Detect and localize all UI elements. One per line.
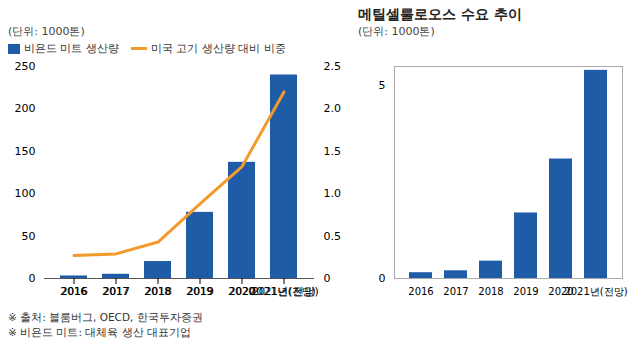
- svg-text:0: 0: [379, 272, 386, 285]
- svg-text:2016: 2016: [408, 286, 433, 297]
- svg-text:2021년(전망): 2021년(전망): [249, 285, 319, 298]
- svg-text:50: 50: [22, 230, 36, 243]
- html-text:미국 고기 생산량 대비 비중: 미국 고기 생산량 대비 비중: [151, 41, 286, 55]
- svg-text:2019: 2019: [513, 286, 538, 297]
- svg-text:2021년(전망): 2021년(전망): [564, 286, 627, 297]
- html-text:(단위: 1000톤): (단위: 1000톤): [358, 25, 435, 38]
- html-text:(단위: 1000톤): (단위: 1000톤): [8, 25, 85, 38]
- html-text:※ 비욘드 미트: 대체육 생산 대표기업: ※ 비욘드 미트: 대체육 생산 대표기업: [8, 326, 191, 338]
- svg-text:200: 200: [15, 102, 36, 115]
- svg-text:2.5: 2.5: [324, 60, 342, 73]
- svg-text:100: 100: [15, 187, 36, 200]
- html-text:메틸셀룰로오스 수요 추이: 메틸셀룰로오스 수요 추이: [358, 6, 522, 22]
- svg-text:2017: 2017: [102, 285, 130, 298]
- svg-text:2018: 2018: [478, 286, 503, 297]
- svg-text:0: 0: [324, 272, 331, 285]
- svg-text:2018: 2018: [144, 285, 172, 298]
- svg-text:1.5: 1.5: [324, 145, 342, 158]
- svg-text:0.5: 0.5: [324, 230, 342, 243]
- html-text:비욘드 미트 생산량: 비욘드 미트 생산량: [24, 41, 119, 55]
- svg-text:5: 5: [379, 79, 386, 92]
- svg-text:2017: 2017: [443, 286, 468, 297]
- svg-text:2020: 2020: [548, 285, 574, 297]
- svg-text:2019: 2019: [186, 285, 214, 298]
- svg-text:2.0: 2.0: [324, 102, 342, 115]
- svg-text:0: 0: [29, 272, 36, 285]
- svg-text:2016: 2016: [60, 285, 88, 298]
- svg-text:150: 150: [15, 145, 36, 158]
- svg-text:250: 250: [15, 60, 36, 73]
- html-text:※ 출처: 블룸버그, OECD, 한국투자증권: ※ 출처: 블룸버그, OECD, 한국투자증권: [8, 311, 203, 323]
- svg-text:1.0: 1.0: [324, 187, 342, 200]
